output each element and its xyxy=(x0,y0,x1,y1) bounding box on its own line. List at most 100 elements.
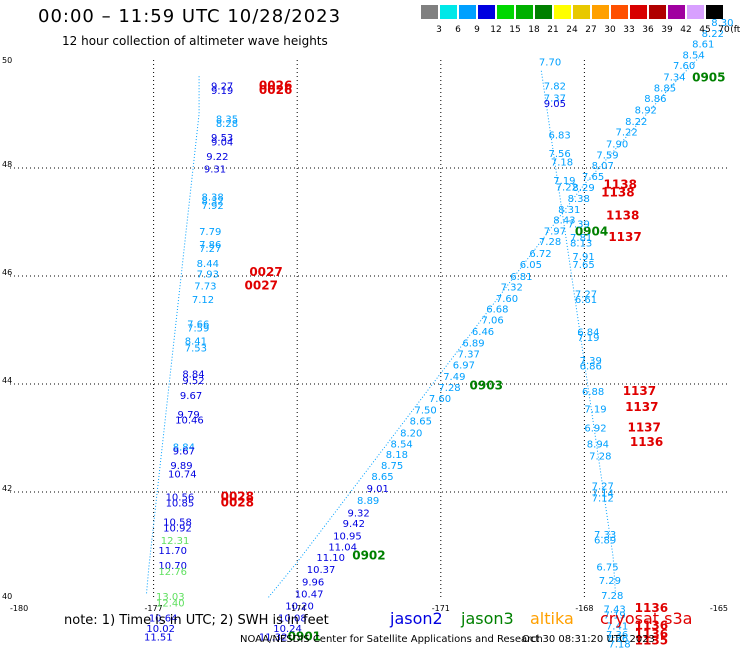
legend-label: 30 xyxy=(604,25,616,35)
page-title: 00:00 – 11:59 UTC 10/28/2023 xyxy=(38,6,342,27)
wave-height-value: 7.59 xyxy=(596,150,618,161)
wave-height-value: 10.20 xyxy=(285,602,314,613)
wave-height-value: 8.13 xyxy=(570,238,592,249)
legend-label: 6 xyxy=(455,25,461,35)
wave-height-value: 10.56 xyxy=(166,493,195,504)
wave-height-value: 6.83 xyxy=(549,130,571,141)
pass-time-label: 1138 xyxy=(604,178,637,192)
wave-height-value: 7.33 xyxy=(594,530,616,541)
wave-height-value: 6.97 xyxy=(453,360,475,371)
pass-time-label: 0902 xyxy=(352,549,385,563)
latitude-tick-label: 42 xyxy=(2,484,12,493)
pass-time-label: 0026 xyxy=(259,79,292,93)
wave-height-value: 9.27 xyxy=(211,82,233,93)
wave-height-value: 7.56 xyxy=(549,149,571,160)
wave-height-value: 8.07 xyxy=(592,161,614,172)
wave-height-value: 8.89 xyxy=(357,496,379,507)
pass-time-label: 1136 xyxy=(635,627,668,641)
wave-height-value: 8.20 xyxy=(400,428,422,439)
satellite-altika: altika xyxy=(530,609,574,628)
legend-swatch xyxy=(668,5,685,19)
wave-height-value: 9.89 xyxy=(170,461,192,472)
legend-swatch xyxy=(554,5,571,19)
legend-swatch xyxy=(630,5,647,19)
wave-height-value: 7.32 xyxy=(501,283,523,294)
wave-height-value: 7.90 xyxy=(606,139,628,150)
wave-height-value: 8.86 xyxy=(644,94,666,105)
wave-height-value: 6.89 xyxy=(462,339,484,350)
wave-height-value: 11.10 xyxy=(316,553,345,564)
legend-label: 42 xyxy=(680,25,692,35)
wave-height-value: 7.19 xyxy=(553,176,575,187)
wave-height-value: 7.60 xyxy=(673,61,695,72)
wave-height-value: 9.42 xyxy=(343,519,365,530)
satellite-jason3: jason3 xyxy=(461,609,514,628)
wave-height-value: 13.03 xyxy=(156,592,185,603)
wave-height-value: 8.54 xyxy=(391,440,413,451)
legend-swatch xyxy=(440,5,457,19)
legend-label: 36 xyxy=(642,25,654,35)
wave-height-value: 7.34 xyxy=(663,73,685,84)
pass-time-label: 0904 xyxy=(575,225,608,239)
wave-height-value: 7.14 xyxy=(592,488,614,499)
legend-label: 9 xyxy=(474,25,480,35)
wave-height-value: 7.60 xyxy=(496,294,518,305)
wave-height-value: 7.43 xyxy=(604,604,626,615)
legend-swatch xyxy=(649,5,666,19)
wave-height-value: 10.70 xyxy=(158,561,187,572)
pass-time-label: 1136 xyxy=(635,619,668,633)
generated-timestamp: Oct 30 08:31:20 UTC 2023 xyxy=(522,634,655,645)
wave-height-value: 8.22 xyxy=(702,29,724,40)
wave-height-value: 9.05 xyxy=(544,99,566,110)
wave-height-value: 10.74 xyxy=(168,469,197,480)
wave-height-value: 6.46 xyxy=(472,327,494,338)
wave-height-value: 8.38 xyxy=(201,192,223,203)
pass-time-label: 1138 xyxy=(601,186,634,200)
pass-time-label: 1138 xyxy=(606,208,639,222)
wave-height-value: 7.91 xyxy=(572,252,594,263)
wave-height-value: 7.65 xyxy=(572,260,594,271)
wave-height-value: 7.66 xyxy=(187,319,209,330)
wave-height-value: 11.32 xyxy=(259,633,288,644)
wave-height-value: 10.37 xyxy=(307,565,336,576)
credit-line: NOAA/NESDIS Center for Satellite Applica… xyxy=(240,634,543,645)
wave-height-value: 9.22 xyxy=(206,152,228,163)
wave-height-value: 12.40 xyxy=(156,598,185,609)
legend-label: 18 xyxy=(528,25,540,35)
wave-height-value: 7.22 xyxy=(556,183,578,194)
latitude-tick-label: 46 xyxy=(2,268,12,277)
wave-height-value: 9.31 xyxy=(204,164,226,175)
wave-height-value: 7.36 xyxy=(606,630,628,641)
wave-height-value: 7.50 xyxy=(414,406,436,417)
wave-height-value: 6.75 xyxy=(596,562,618,573)
wave-height-value: 9.04 xyxy=(211,137,233,148)
wave-height-value: 12.31 xyxy=(161,536,190,547)
wave-height-value: 10.95 xyxy=(333,532,362,543)
wave-height-value: 7.28 xyxy=(589,452,611,463)
latitude-tick-label: 48 xyxy=(2,160,12,169)
wave-height-value: 6.05 xyxy=(520,260,542,271)
wave-height-value: 10.02 xyxy=(146,624,175,635)
wave-height-value: 9.96 xyxy=(302,577,324,588)
wave-height-value: 7.12 xyxy=(192,295,214,306)
wave-height-value: 7.49 xyxy=(443,372,465,383)
wave-height-value: 12.76 xyxy=(158,567,187,578)
wave-height-value: 7.06 xyxy=(481,316,503,327)
wave-height-value: 10.85 xyxy=(166,499,195,510)
legend-swatch xyxy=(497,5,514,19)
legend-unit: (ft) xyxy=(730,25,740,35)
wave-height-value: 6.68 xyxy=(486,305,508,316)
wave-height-value: 8.84 xyxy=(173,442,195,453)
legend-label: 12 xyxy=(490,25,502,35)
latitude-tick-label: 50 xyxy=(2,56,12,65)
wave-height-value: 7.19 xyxy=(584,405,606,416)
wave-height-value: 6.61 xyxy=(575,295,597,306)
wave-height-value: 10.47 xyxy=(295,589,324,600)
wave-height-value: 10.08 xyxy=(278,614,307,625)
wave-height-value: 8.92 xyxy=(635,105,657,116)
legend-swatch xyxy=(516,5,533,19)
longitude-tick-label: -165 xyxy=(710,604,728,613)
pass-time-label: 0903 xyxy=(470,378,503,392)
wave-height-value: 8.32 xyxy=(201,197,223,208)
wave-height-value: 8.30 xyxy=(711,18,733,29)
